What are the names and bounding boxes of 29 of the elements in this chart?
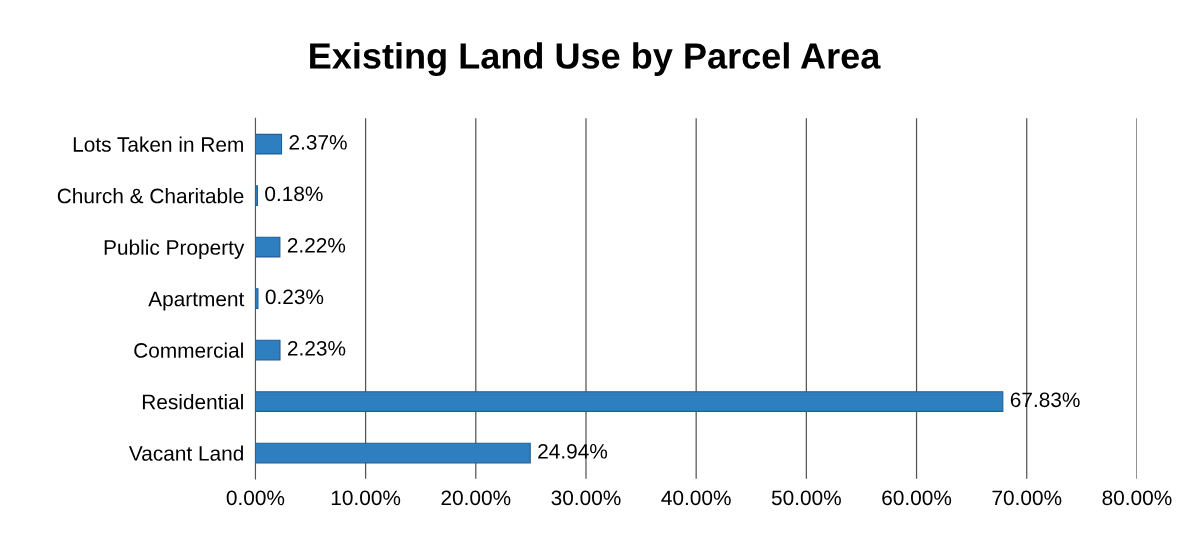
data-label: 2.37%: [289, 134, 347, 150]
data-label: 2.23%: [287, 340, 346, 356]
y-tick-label: Vacant Land: [128, 445, 243, 461]
data-label: 2.22%: [287, 237, 346, 253]
bar: [255, 133, 283, 155]
x-tick-label: 0.00%: [226, 490, 285, 506]
bar: [255, 339, 281, 361]
y-tick-label: Lots Taken in Rem: [73, 136, 243, 152]
x-tick-label: 70.00%: [992, 490, 1062, 506]
x-tick-label: 60.00%: [882, 490, 952, 506]
bar: [255, 391, 1004, 412]
y-tick-label: Apartment: [148, 291, 245, 311]
y-tick-label: Church & Charitable: [57, 188, 244, 204]
x-tick-label: 80.00%: [1102, 490, 1172, 506]
bar: [255, 288, 259, 309]
x-tick-label: 50.00%: [771, 490, 841, 506]
bar: [255, 236, 281, 258]
x-tick-label: 10.00%: [331, 490, 401, 506]
y-tick-label: Public Property: [104, 239, 245, 259]
y-tick-label: Commercial: [134, 342, 243, 358]
bar: [255, 442, 531, 464]
x-tick-label: 30.00%: [551, 490, 621, 506]
x-tick-label: 20.00%: [441, 490, 511, 506]
data-label: 24.94%: [538, 443, 608, 459]
x-tick-label: 40.00%: [661, 490, 731, 506]
y-tick-label: Residential: [142, 394, 243, 410]
data-label: 0.18%: [265, 186, 323, 202]
chart-title: Existing Land Use by Parcel Area: [310, 42, 881, 77]
data-label: 0.23%: [265, 289, 324, 305]
